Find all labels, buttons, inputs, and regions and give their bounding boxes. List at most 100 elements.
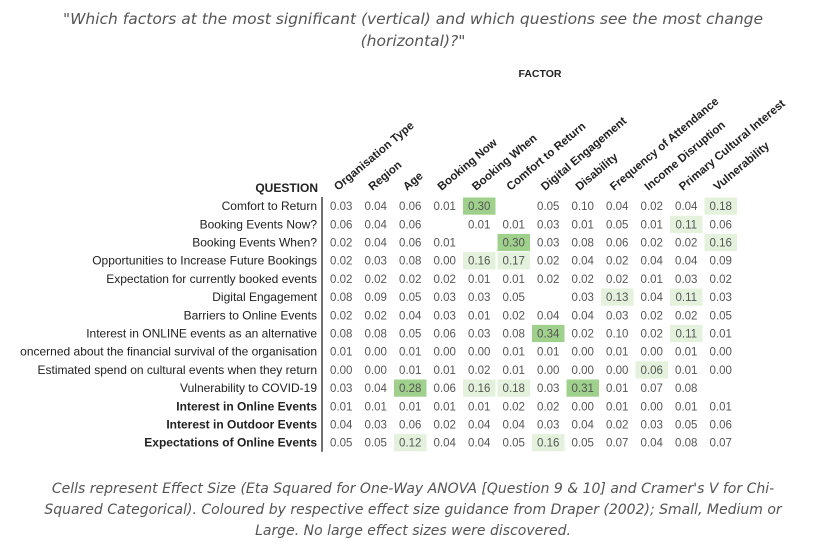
cell-value: 0.02: [365, 310, 387, 322]
cell-value: 0.03: [537, 383, 559, 395]
cell-value: 0.02: [606, 420, 628, 432]
cell-value: 0.02: [641, 310, 663, 322]
cell-value: 0.03: [572, 292, 594, 304]
cell-value: 0.00: [606, 365, 628, 377]
cell-value: 0.02: [434, 274, 456, 286]
row-label: Digital Engagement: [212, 290, 317, 304]
cell-value: 0.02: [572, 329, 594, 341]
cell-value: 0.04: [468, 420, 491, 432]
cell-value: 0.01: [503, 365, 525, 377]
cell-value: 0.02: [675, 310, 697, 322]
chart-title: "Which factors at the most significant (…: [62, 10, 764, 50]
cell-value: 0.03: [434, 310, 456, 322]
cell-value: 0.01: [434, 201, 456, 213]
cell-value: 0.08: [675, 383, 697, 395]
cell-value: 0.02: [675, 238, 697, 250]
cell-value: 0.01: [503, 347, 525, 359]
cell-value: 0.00: [434, 256, 456, 268]
cell-value: 0.02: [641, 238, 663, 250]
cell-value: 0.05: [399, 292, 421, 304]
cell-value: 0.08: [365, 329, 387, 341]
row-label: Opportunities to Increase Future Booking…: [92, 254, 317, 268]
cell-value: 0.03: [537, 219, 559, 231]
cell-value: 0.01: [434, 238, 456, 250]
cell-value: 0.06: [399, 238, 421, 250]
cell-value: 0.06: [399, 420, 421, 432]
cell-value: 0.02: [330, 238, 352, 250]
cell-shade: [497, 379, 530, 397]
cell-value: 0.02: [537, 401, 559, 413]
cell-value: 0.18: [710, 201, 732, 213]
cell-value: 0.08: [572, 238, 594, 250]
cell-value: 0.07: [606, 438, 628, 450]
cell-value: 0.31: [572, 383, 594, 395]
cell-value: 0.08: [330, 292, 352, 304]
cell-value: 0.05: [710, 310, 732, 322]
cell-value: 0.02: [503, 310, 525, 322]
cell-value: 0.00: [710, 365, 732, 377]
cell-value: 0.04: [572, 310, 595, 322]
row-label: Interest in ONLINE events as an alternat…: [86, 327, 317, 341]
cell-value: 0.01: [399, 347, 421, 359]
cell-value: 0.03: [537, 238, 559, 250]
cell-value: 0.04: [330, 420, 353, 432]
cell-value: 0.10: [606, 329, 628, 341]
cell-value: 0.04: [365, 219, 388, 231]
cell-value: 0.01: [606, 401, 628, 413]
cell-value: 0.05: [503, 438, 525, 450]
cell-value: 0.06: [434, 383, 456, 395]
cell-value: 0.18: [503, 383, 525, 395]
cell-value: 0.02: [606, 274, 628, 286]
cell-shade: [670, 288, 703, 306]
cell-value: 0.03: [365, 256, 387, 268]
cell-value: 0.04: [434, 438, 457, 450]
cell-shade: [463, 197, 496, 215]
cell-value: 0.04: [641, 256, 664, 268]
cell-value: 0.02: [365, 274, 387, 286]
cell-value: 0.04: [537, 310, 560, 322]
cell-value: 0.11: [675, 219, 697, 231]
cell-value: 0.04: [468, 438, 491, 450]
cell-value: 0.06: [434, 329, 456, 341]
cell-value: 0.04: [606, 201, 629, 213]
cell-value: 0.06: [710, 219, 732, 231]
cell-value: 0.01: [537, 347, 559, 359]
row-label: Interest in Online Events: [176, 399, 317, 413]
cell-value: 0.01: [468, 274, 490, 286]
cell-value: 0.02: [330, 256, 352, 268]
cell-value: 0.07: [641, 383, 663, 395]
cell-shade: [670, 324, 703, 343]
cell-value: 0.13: [606, 292, 628, 304]
row-label: oncerned about the financial survival of…: [20, 345, 317, 359]
cell-value: 0.00: [434, 347, 456, 359]
cell-value: 0.02: [641, 201, 663, 213]
cell-shade: [532, 434, 565, 452]
cell-value: 0.08: [675, 438, 697, 450]
cell-value: 0.01: [675, 401, 697, 413]
cell-value: 0.00: [641, 401, 663, 413]
cell-value: 0.11: [675, 329, 697, 341]
cell-value: 0.08: [399, 256, 421, 268]
cell-value: 0.01: [468, 310, 490, 322]
cell-value: 0.34: [537, 329, 560, 341]
cell-value: 0.04: [675, 256, 698, 268]
cell-shade: [463, 252, 496, 270]
cell-shade: [394, 434, 427, 452]
cell-shade: [394, 379, 427, 397]
cell-value: 0.05: [330, 438, 352, 450]
cell-value: 0.00: [330, 365, 352, 377]
cell-value: 0.16: [537, 438, 559, 450]
cell-value: 0.05: [572, 438, 594, 450]
cell-value: 0.07: [710, 438, 732, 450]
cell-value: 0.01: [641, 219, 663, 231]
cell-value: 0.11: [675, 292, 697, 304]
cell-value: 0.08: [330, 329, 352, 341]
cell-value: 0.01: [606, 383, 628, 395]
cell-value: 0.04: [365, 238, 388, 250]
cell-value: 0.06: [399, 201, 421, 213]
cell-value: 0.04: [572, 256, 595, 268]
cell-value: 0.02: [330, 310, 352, 322]
chart-caption: Cells represent Effect Size (Eta Squared…: [44, 481, 782, 539]
cell-value: 0.00: [365, 365, 387, 377]
cell-value: 0.04: [365, 383, 388, 395]
